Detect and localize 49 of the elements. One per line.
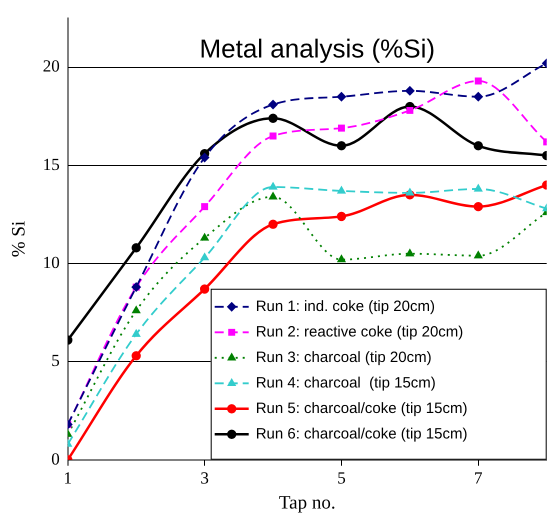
point (132, 330, 140, 337)
point (474, 141, 483, 150)
point (268, 192, 278, 200)
y-axis-title: % Si (8, 220, 30, 258)
legend-label: Run 5: charcoal/coke (tip 15cm) (256, 400, 468, 417)
y-tick-label: 5 (51, 351, 60, 370)
x-tick-label: 3 (200, 468, 209, 488)
point (132, 351, 141, 360)
legend-label: Run 6: charcoal/coke (tip 15cm) (256, 425, 468, 442)
x-tick-label: 5 (337, 468, 346, 488)
point (406, 106, 414, 114)
point (474, 92, 483, 102)
point (336, 141, 346, 150)
point (338, 124, 345, 132)
point (200, 252, 209, 260)
point (336, 212, 346, 222)
y-tick-label: 0 (51, 449, 60, 468)
point (132, 306, 140, 314)
point (474, 184, 482, 192)
point (336, 92, 346, 102)
text: Metal analysis (%Si) (199, 33, 436, 64)
point (406, 249, 414, 256)
point (200, 152, 210, 162)
x-tick-label: 1 (64, 468, 72, 488)
point (268, 100, 278, 110)
point (406, 188, 414, 196)
point (337, 254, 346, 262)
y-tick-label: 15 (42, 154, 60, 174)
x-axis-title: Tap no. (278, 492, 336, 514)
x-tick-label: 7 (474, 468, 484, 488)
point (474, 78, 482, 84)
legend-label: Run 3: charcoal (tip 20cm) (256, 348, 432, 366)
point (474, 251, 482, 258)
point (132, 243, 141, 252)
point (268, 220, 278, 229)
point (268, 182, 278, 190)
point (201, 203, 208, 210)
legend-label: Run 1: ind. coke (tip 20cm) (256, 298, 435, 315)
y-tick-label: 20 (42, 56, 60, 76)
point (474, 202, 483, 212)
legend-label: Run 4: charcoal (tip 15cm) (256, 374, 436, 392)
point (405, 86, 415, 96)
point (200, 233, 209, 241)
legend-label: Run 2: reactive coke (tip 20cm) (256, 323, 464, 340)
point (200, 284, 210, 294)
point (337, 186, 346, 194)
point (270, 132, 277, 140)
point (268, 114, 278, 123)
y-tick-label: 10 (42, 253, 60, 272)
